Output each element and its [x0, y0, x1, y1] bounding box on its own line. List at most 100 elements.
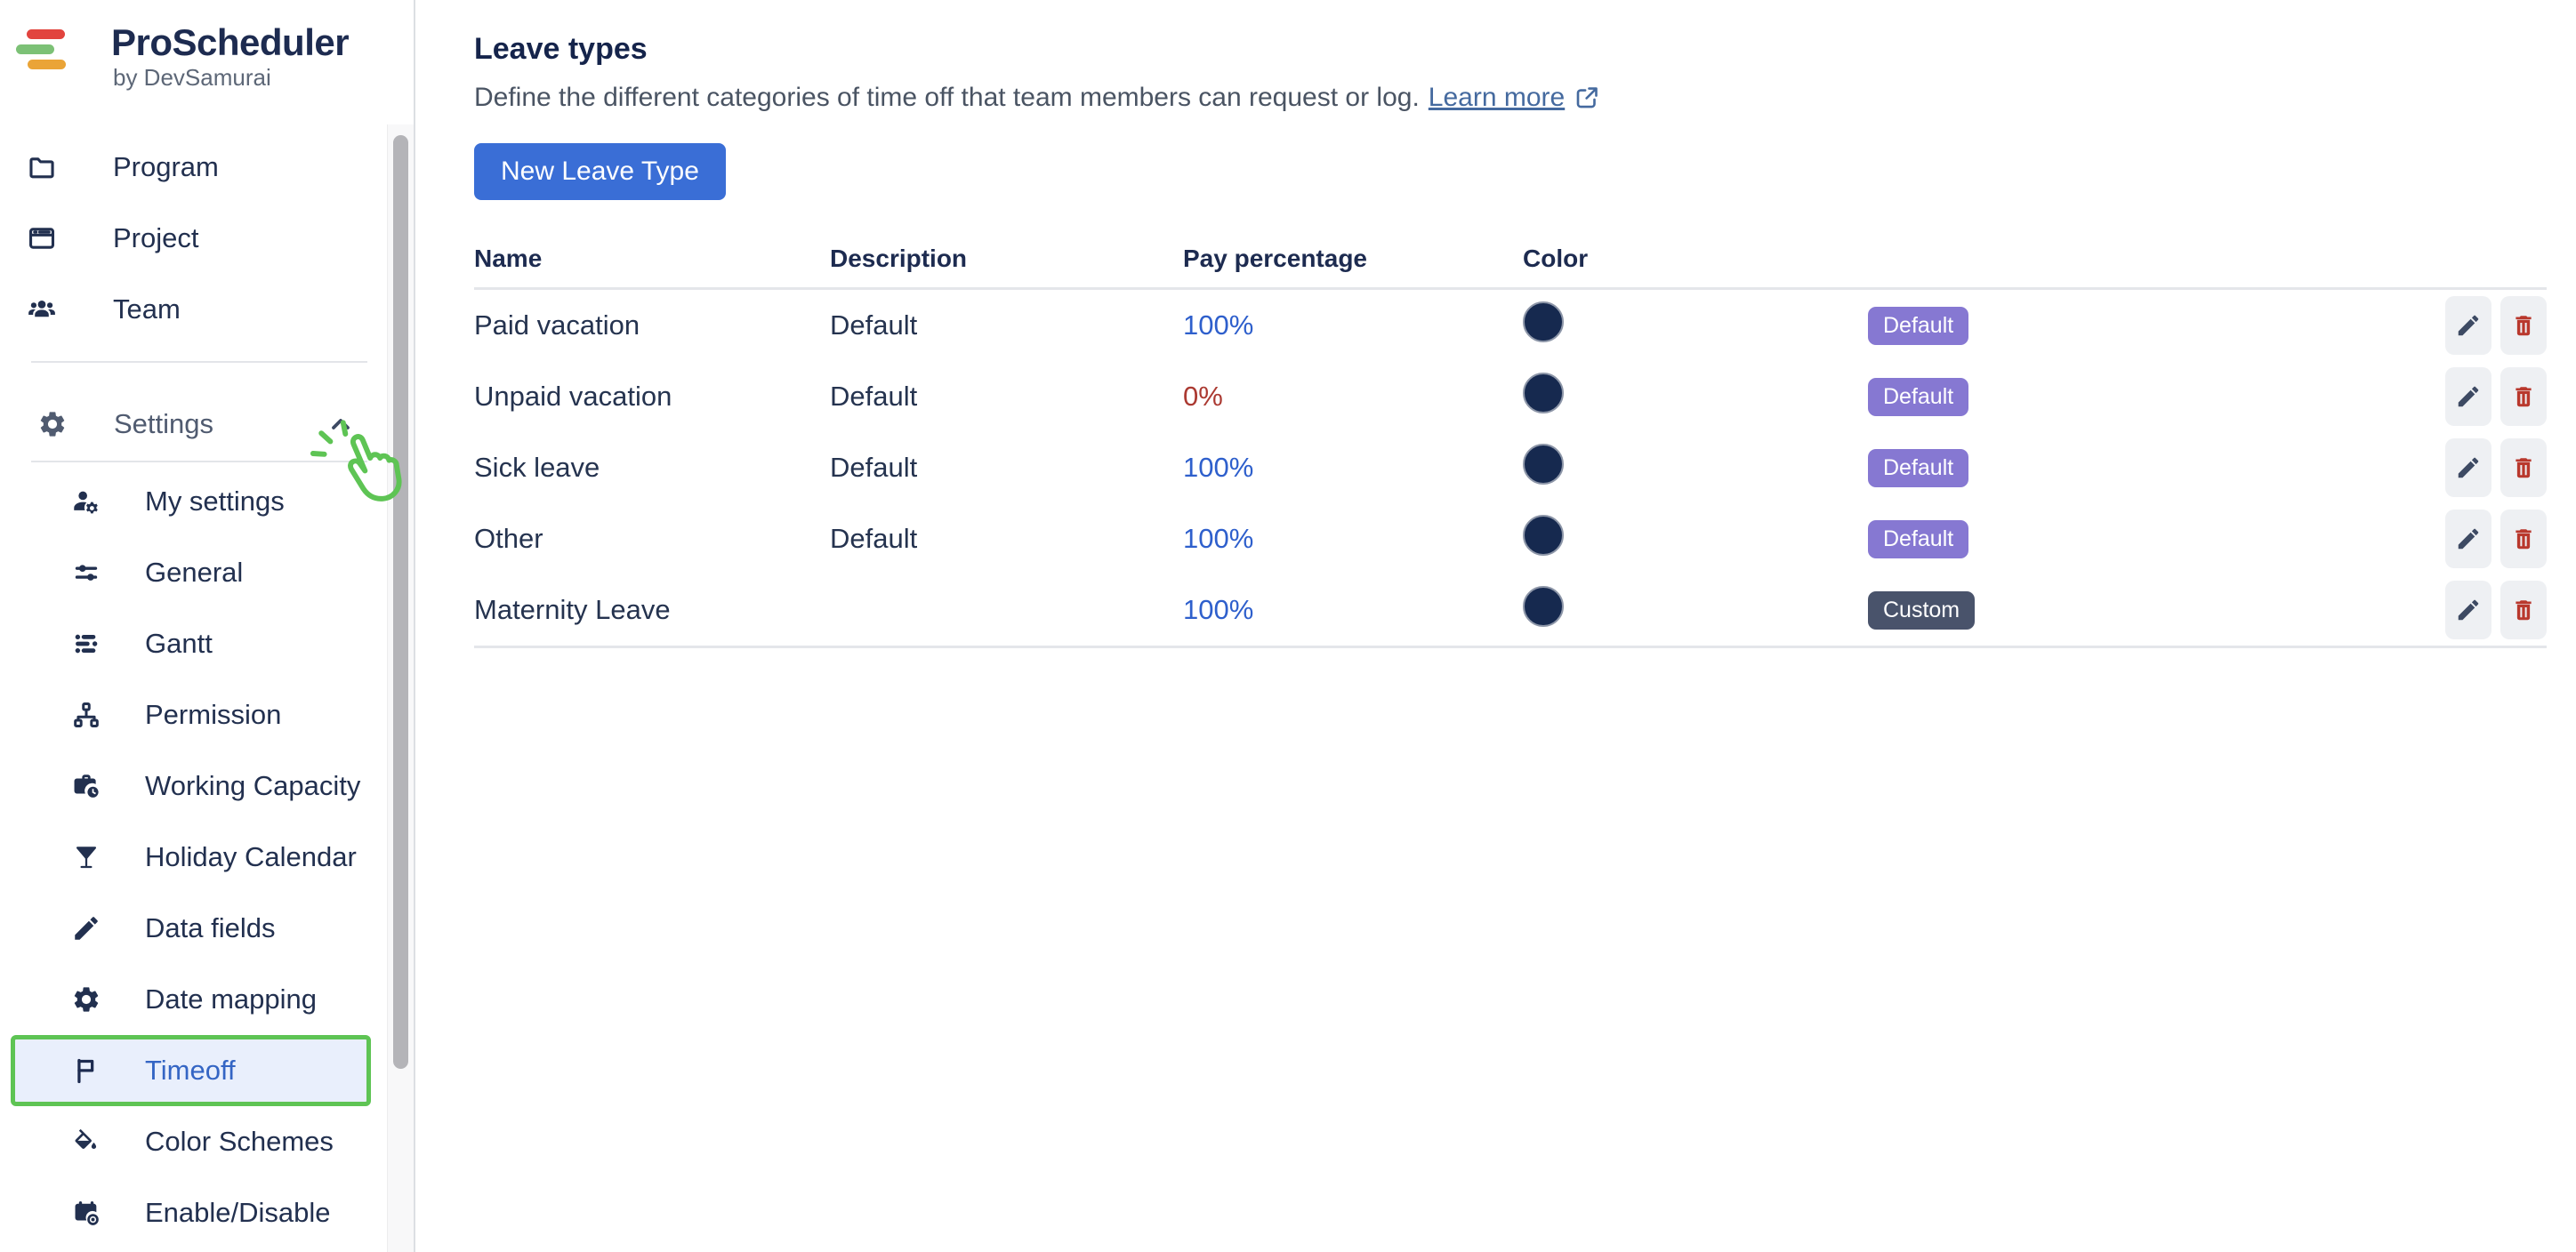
- pay-percentage-value: 100%: [1183, 309, 1254, 341]
- main-nav: Program Project Team: [0, 132, 414, 345]
- page-title: Leave types: [474, 32, 648, 66]
- delete-button[interactable]: [2500, 581, 2547, 639]
- scope-badge: Default: [1868, 448, 1969, 487]
- row-actions: [2413, 510, 2547, 568]
- table-row: Maternity Leave 100% Custom: [474, 574, 2547, 646]
- delete-button[interactable]: [2500, 296, 2547, 355]
- delete-button[interactable]: [2500, 367, 2547, 426]
- paint-bucket-icon: [71, 1127, 101, 1157]
- leave-name: Unpaid vacation: [474, 381, 672, 412]
- sidebar-item-enable-disable[interactable]: Enable/Disable: [0, 1177, 414, 1248]
- table-row: Sick leave Default 100% Default: [474, 432, 2547, 503]
- delete-button[interactable]: [2500, 510, 2547, 568]
- sidebar-item-gantt[interactable]: Gantt: [0, 608, 414, 679]
- trash-icon: [2510, 597, 2537, 623]
- gantt-bars-icon: [71, 629, 101, 659]
- row-actions: [2413, 296, 2547, 355]
- window-icon: [27, 223, 57, 253]
- app-byline: by DevSamurai: [113, 64, 271, 91]
- color-swatch: [1523, 444, 1564, 485]
- edit-button[interactable]: [2445, 510, 2491, 568]
- delete-button[interactable]: [2500, 438, 2547, 497]
- sidebar-item-data-fields[interactable]: Data fields: [0, 893, 414, 964]
- sliders-icon: [71, 558, 101, 588]
- pay-percentage-value: 100%: [1183, 594, 1254, 625]
- sidebar-item-permission[interactable]: Permission: [0, 679, 414, 750]
- edit-pencil-icon: [2455, 454, 2482, 481]
- external-link-icon: [1574, 84, 1600, 111]
- team-icon: [27, 294, 57, 325]
- description-text: Define the different categories of time …: [474, 83, 1420, 112]
- edit-pencil-icon: [2455, 383, 2482, 410]
- color-swatch: [1523, 515, 1564, 556]
- scope-badge: Custom: [1868, 590, 1976, 630]
- leave-description: Default: [830, 523, 918, 554]
- app-header: ProScheduler by DevSamurai: [0, 0, 414, 132]
- leave-name: Paid vacation: [474, 309, 640, 341]
- sidebar-item-holiday-calendar[interactable]: Holiday Calendar: [0, 822, 414, 893]
- table-body: Paid vacation Default 100% Default Unpai…: [474, 290, 2547, 648]
- edit-button[interactable]: [2445, 581, 2491, 639]
- sidebar-item-settings[interactable]: Settings: [0, 395, 414, 453]
- sidebar-item-general[interactable]: General: [0, 537, 414, 608]
- trash-icon: [2510, 526, 2537, 552]
- header-color: Color: [1523, 245, 1589, 272]
- edit-button[interactable]: [2445, 296, 2491, 355]
- trash-icon: [2510, 383, 2537, 410]
- hierarchy-icon: [71, 700, 101, 730]
- new-leave-type-button[interactable]: New Leave Type: [474, 143, 726, 200]
- color-swatch: [1523, 301, 1564, 342]
- scrollbar-thumb[interactable]: [393, 135, 408, 1069]
- learn-more-label: Learn more: [1428, 83, 1566, 112]
- edit-pencil-icon: [2455, 312, 2482, 339]
- sidebar-item-team[interactable]: Team: [0, 274, 414, 345]
- color-swatch: [1523, 586, 1564, 627]
- edit-button[interactable]: [2445, 438, 2491, 497]
- settings-nav: My settings General Gantt Permission Wor…: [0, 466, 414, 1248]
- table-row: Paid vacation Default 100% Default: [474, 290, 2547, 361]
- table-row: Unpaid vacation Default 0% Default: [474, 361, 2547, 432]
- scope-badge: Default: [1868, 519, 1969, 558]
- trash-icon: [2510, 454, 2537, 481]
- sidebar-item-my-settings[interactable]: My settings: [0, 466, 414, 537]
- leave-description: Default: [830, 309, 918, 341]
- learn-more-link[interactable]: Learn more: [1429, 83, 1600, 113]
- settings-divider: [31, 461, 367, 462]
- pay-percentage-value: 0%: [1183, 381, 1223, 412]
- leave-name: Sick leave: [474, 452, 600, 483]
- briefcase-clock-icon: [71, 771, 101, 801]
- folder-icon: [27, 152, 57, 182]
- leave-name: Other: [474, 523, 543, 554]
- header-pay-percentage: Pay percentage: [1183, 245, 1367, 272]
- sidebar-scrollbar[interactable]: [387, 124, 414, 1252]
- leave-types-table: Name Description Pay percentage Color Pa…: [474, 245, 2547, 648]
- app-title: ProScheduler: [111, 21, 350, 63]
- sidebar-item-working-capacity[interactable]: Working Capacity: [0, 750, 414, 822]
- sidebar-item-project[interactable]: Project: [0, 203, 414, 274]
- row-actions: [2413, 581, 2547, 639]
- sidebar-item-program[interactable]: Program: [0, 132, 414, 203]
- header-description: Description: [830, 245, 968, 272]
- sidebar: ProScheduler by DevSamurai Program Proje…: [0, 0, 415, 1252]
- header-name: Name: [474, 245, 543, 272]
- sidebar-item-date-mapping[interactable]: Date mapping: [0, 964, 414, 1035]
- row-actions: [2413, 438, 2547, 497]
- flag-icon: [71, 1055, 101, 1086]
- leave-name: Maternity Leave: [474, 594, 671, 625]
- sidebar-item-color-schemes[interactable]: Color Schemes: [0, 1106, 414, 1177]
- edit-pencil-icon: [2455, 526, 2482, 552]
- chevron-up-icon[interactable]: [326, 410, 355, 438]
- color-swatch: [1523, 373, 1564, 413]
- sidebar-item-timeoff[interactable]: Timeoff: [11, 1035, 371, 1106]
- row-actions: [2413, 367, 2547, 426]
- table-header-row: Name Description Pay percentage Color: [474, 245, 2547, 290]
- gear-icon: [71, 984, 101, 1015]
- main-content: Leave types Define the different categor…: [474, 0, 2547, 648]
- table-row: Other Default 100% Default: [474, 503, 2547, 574]
- leave-description: Default: [830, 452, 918, 483]
- settings-label: Settings: [114, 408, 214, 439]
- edit-button[interactable]: [2445, 367, 2491, 426]
- scope-badge: Default: [1868, 377, 1969, 416]
- leave-description: Default: [830, 381, 918, 412]
